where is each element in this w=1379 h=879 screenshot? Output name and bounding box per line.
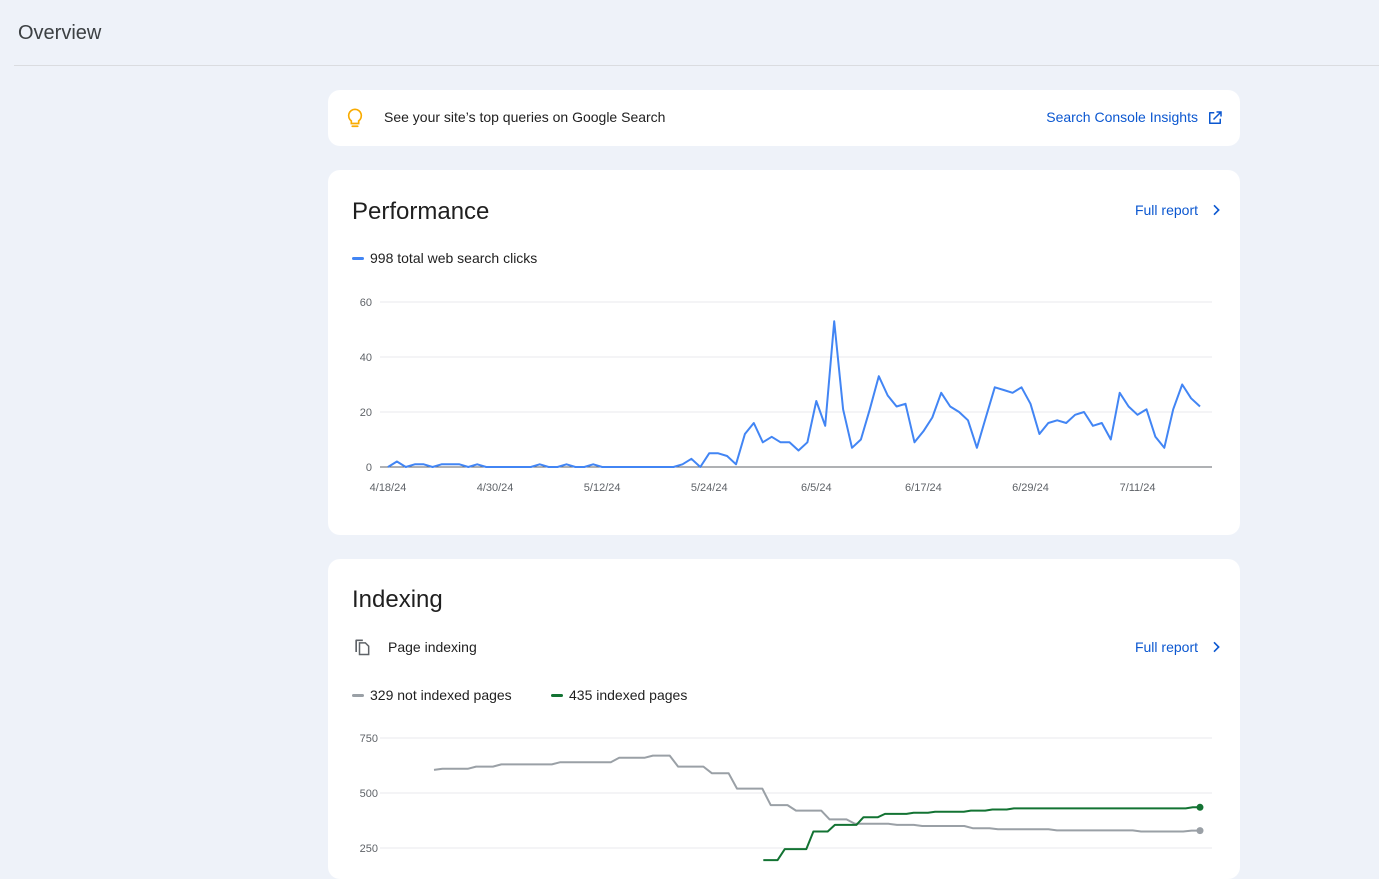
lightbulb-icon (347, 108, 363, 128)
chevron-right-icon[interactable] (1208, 639, 1224, 655)
x-tick-label: 4/18/24 (370, 482, 407, 494)
indexing-legend-not-indexed: 329 not indexed pages (352, 687, 512, 703)
x-tick-label: 5/24/24 (691, 482, 728, 494)
performance-legend: 998 total web search clicks (352, 250, 537, 266)
y-tick-label: 250 (360, 843, 378, 855)
search-console-insights-link[interactable]: Search Console Insights (1046, 109, 1198, 125)
x-tick-label: 7/11/24 (1120, 482, 1156, 494)
performance-chart: 0 20 40 60 4/18/24 4/30/24 5/12/24 5/24/24 6/5/2… (360, 297, 1212, 494)
chevron-right-icon[interactable] (1208, 202, 1224, 218)
y-tick-label: 0 (366, 462, 372, 474)
top-bar: Overview (0, 0, 1379, 66)
performance-card: Performance Full report 998 total web se… (328, 170, 1240, 535)
page-indexing-label: Page indexing (388, 639, 477, 655)
indexed-endpoint (1196, 803, 1204, 811)
legend-swatch (551, 693, 563, 697)
x-tick-label: 6/17/24 (905, 482, 942, 494)
indexing-title: Indexing (352, 586, 443, 613)
indexing-card: Indexing Page indexing Full report 329 n… (328, 559, 1240, 879)
insights-text: See your site’s top queries on Google Se… (384, 109, 666, 125)
legend-label: 435 indexed pages (569, 687, 688, 703)
not-indexed-series-line (433, 754, 1200, 833)
page-title: Overview (18, 22, 102, 44)
indexing-full-report-link[interactable]: Full report (1134, 639, 1198, 655)
open-in-new-icon[interactable] (1206, 109, 1224, 127)
header-divider (14, 65, 1379, 66)
legend-label: 998 total web search clicks (370, 250, 538, 266)
copy-pages-icon (355, 639, 370, 656)
legend-swatch (352, 256, 364, 260)
performance-full-report-link[interactable]: Full report (1134, 202, 1198, 218)
y-tick-label: 20 (360, 407, 372, 419)
legend-label: 329 not indexed pages (370, 687, 512, 703)
clicks-series-line (387, 320, 1201, 468)
y-tick-label: 500 (360, 788, 378, 800)
performance-title: Performance (352, 198, 490, 225)
insights-card: See your site’s top queries on Google Se… (328, 90, 1240, 146)
x-tick-label: 6/5/24 (801, 482, 832, 494)
indexed-series-line (763, 806, 1200, 862)
y-tick-label: 750 (360, 733, 378, 745)
y-tick-label: 60 (360, 297, 372, 309)
not-indexed-endpoint (1196, 827, 1204, 835)
y-tick-label: 40 (360, 352, 372, 364)
indexing-legend-indexed: 435 indexed pages (551, 687, 687, 703)
x-tick-label: 5/12/24 (584, 482, 621, 494)
x-tick-label: 4/30/24 (477, 482, 514, 494)
indexing-chart: 250 500 750 (360, 733, 1212, 862)
x-tick-label: 6/29/24 (1012, 482, 1049, 494)
legend-swatch (352, 693, 364, 697)
